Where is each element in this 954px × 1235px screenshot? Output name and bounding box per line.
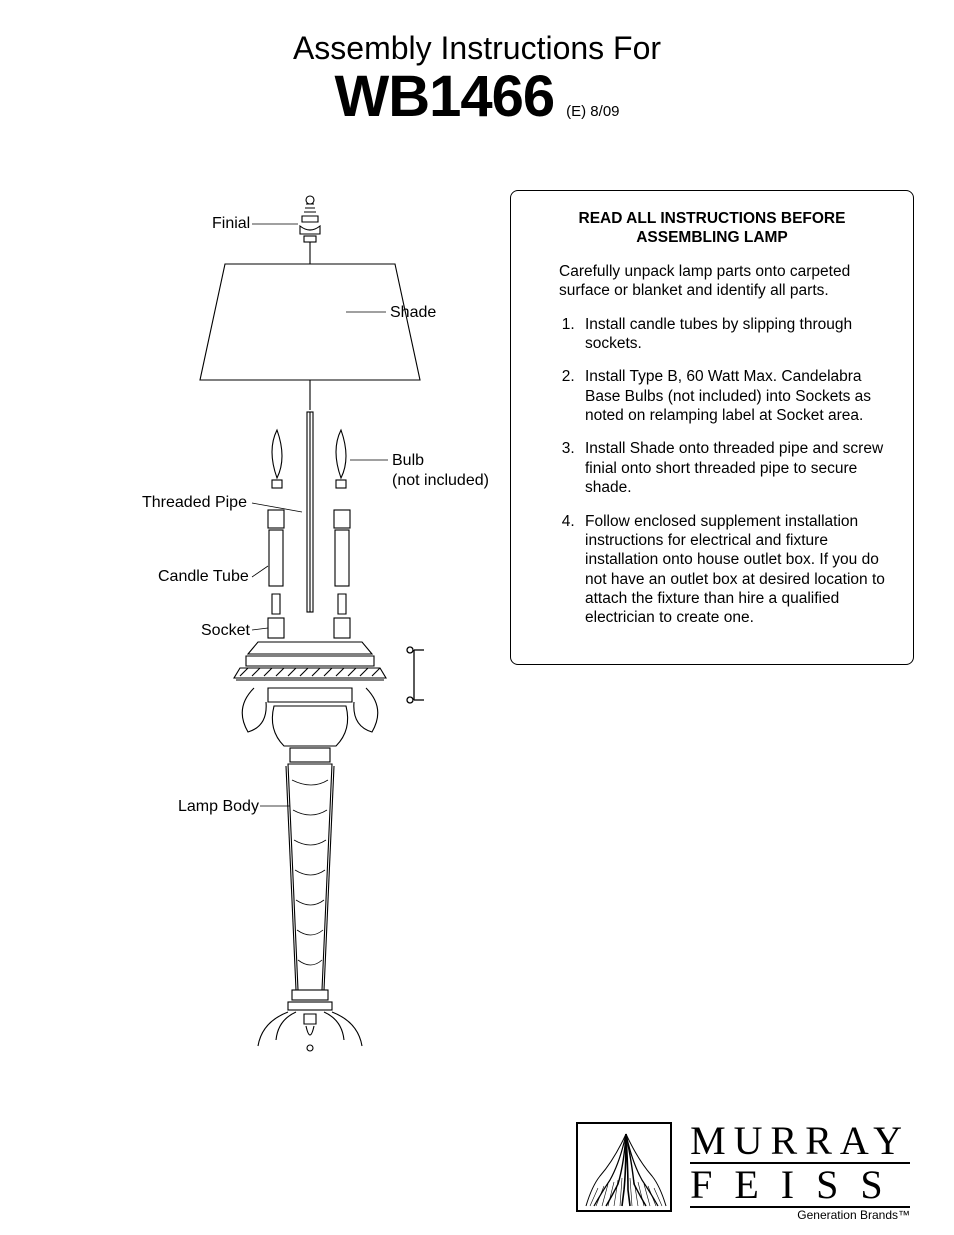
label-finial: Finial [212, 215, 250, 233]
logo-rays-icon [584, 1130, 668, 1208]
instruction-step: Install Shade onto threaded pipe and scr… [579, 439, 891, 497]
instruction-step: Install Type B, 60 Watt Max. Candelabra … [579, 367, 891, 425]
label-threaded-pipe: Threaded Pipe [142, 494, 247, 512]
lamp-capital-icon [234, 642, 386, 680]
mounting-bracket-icon [407, 647, 424, 703]
label-bulb: Bulb [392, 452, 424, 470]
finial-icon [300, 196, 320, 242]
header-subtitle: Assembly Instructions For [0, 30, 954, 67]
shade-icon [200, 264, 420, 380]
lamp-body-icon [242, 688, 378, 1051]
header: Assembly Instructions For WB1466 (E) 8/0… [0, 0, 954, 130]
brand-logo: MURRAY FEISS Generation Brands™ [576, 1122, 910, 1221]
instruction-step: Install candle tubes by slipping through… [579, 315, 891, 354]
label-socket: Socket [201, 622, 250, 640]
logo-tagline: Generation Brands™ [690, 1210, 910, 1221]
header-revision: (E) 8/09 [566, 103, 619, 120]
label-candle-tube: Candle Tube [158, 568, 249, 586]
logo-wordmark: MURRAY FEISS Generation Brands™ [690, 1122, 910, 1221]
instructions-title: READ ALL INSTRUCTIONS BEFORE ASSEMBLING … [533, 209, 891, 248]
logo-mark [576, 1122, 672, 1212]
content: Finial Shade Bulb (not included) Threade… [0, 130, 954, 1060]
instruction-step: Follow enclosed supplement installation … [579, 512, 891, 628]
logo-line2: FEISS [690, 1166, 910, 1208]
logo-line1: MURRAY [690, 1122, 910, 1164]
header-main-row: WB1466 (E) 8/09 [0, 63, 954, 130]
label-shade: Shade [390, 304, 436, 322]
instructions-list: Install candle tubes by slipping through… [533, 315, 891, 628]
instructions-box: READ ALL INSTRUCTIONS BEFORE ASSEMBLING … [510, 190, 914, 665]
header-model: WB1466 [334, 63, 554, 130]
label-bulb-note: (not included) [392, 472, 489, 490]
instructions-column: READ ALL INSTRUCTIONS BEFORE ASSEMBLING … [510, 190, 914, 1060]
instructions-intro: Carefully unpack lamp parts onto carpete… [533, 262, 891, 301]
diagram-column: Finial Shade Bulb (not included) Threade… [40, 190, 480, 1060]
label-lamp-body: Lamp Body [178, 798, 259, 816]
